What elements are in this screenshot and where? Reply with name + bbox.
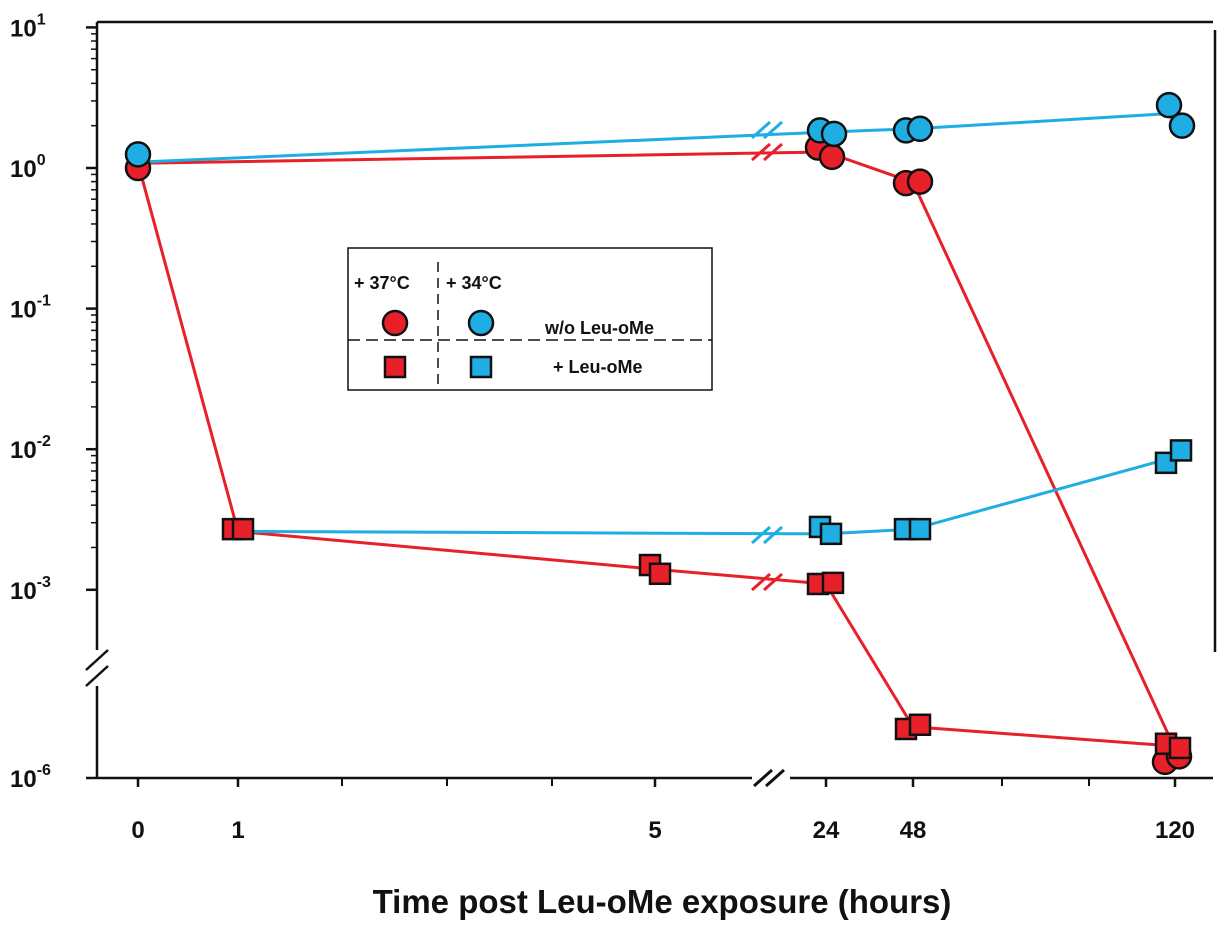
x-break-mark [763, 142, 783, 162]
data-point-blue-square [1169, 439, 1193, 462]
y-tick-label: 10-3 [10, 574, 51, 605]
y-tick-label: 10-6 [10, 762, 51, 793]
y-tick-label: 101 [10, 11, 46, 42]
x-axis: 0 1 5 24 48 120 [131, 778, 1195, 844]
data-point-blue-circle [1155, 91, 1183, 119]
y-axis-break-mark [85, 649, 109, 671]
y-tick-label: 10-2 [10, 433, 51, 464]
x-tick-label: 24 [813, 817, 840, 844]
x-axis-break-mark [765, 768, 785, 788]
data-point-red-square [231, 517, 255, 541]
axis-breaks [85, 120, 785, 788]
data-point-blue-circle [906, 115, 934, 143]
series-line-red-circle [137, 150, 1177, 750]
series-line-blue-circle [137, 111, 1176, 164]
axes-frame [95, 20, 1217, 780]
legend-header-34c: + 34°C [446, 273, 502, 293]
y-axis: 101 100 10-1 10-2 10-3 10-6 [10, 11, 97, 793]
x-break-mark [751, 572, 771, 592]
x-break-mark [751, 120, 771, 140]
data-point-red-square [648, 562, 672, 586]
data-point-blue-square [908, 517, 932, 541]
legend-box [347, 247, 713, 391]
x-break-mark [763, 120, 783, 140]
y-tick-label: 100 [10, 152, 46, 183]
x-axis-title: Time post Leu-oMe exposure (hours) [373, 883, 952, 920]
series-line-blue-square [237, 455, 1176, 536]
legend-row-with-leu-ome: + Leu-oMe [553, 357, 643, 377]
x-tick-label: 5 [648, 817, 661, 844]
data-point-blue-circle [820, 120, 848, 148]
legend-blue-square [469, 355, 493, 379]
y-tick-label: 10-1 [10, 293, 51, 324]
x-tick-label: 120 [1155, 817, 1195, 844]
data-point-red-square [821, 571, 845, 595]
x-axis-break-mark [753, 768, 773, 788]
y-axis-break-mark [85, 665, 109, 687]
x-tick-label: 0 [131, 817, 144, 844]
series-line-red-square [136, 162, 1176, 748]
data-point-blue-circle [124, 141, 152, 168]
data-markers [124, 91, 1196, 776]
x-tick-label: 48 [900, 817, 927, 844]
data-point-red-square [908, 713, 932, 737]
legend-row-without-leu-ome: w/o Leu-oMe [544, 318, 654, 338]
legend-blue-circle [467, 309, 495, 337]
x-break-mark [751, 525, 771, 545]
legend-red-circle [381, 309, 409, 337]
x-break-mark [763, 572, 783, 592]
data-point-red-circle [818, 143, 846, 171]
data-point-red-square [1168, 736, 1192, 760]
data-point-blue-square [819, 522, 843, 546]
series-lines [136, 111, 1177, 750]
legend-red-square [383, 355, 407, 379]
x-tick-label: 1 [231, 817, 244, 844]
data-point-red-circle [906, 168, 934, 195]
legend-header-37c: + 37°C [354, 273, 410, 293]
data-point-blue-circle [1168, 112, 1196, 139]
legend: + 37°C + 34°C w/o Leu-oMe + Leu-oMe [347, 247, 713, 391]
x-break-mark [751, 142, 771, 162]
x-break-mark [763, 525, 783, 545]
